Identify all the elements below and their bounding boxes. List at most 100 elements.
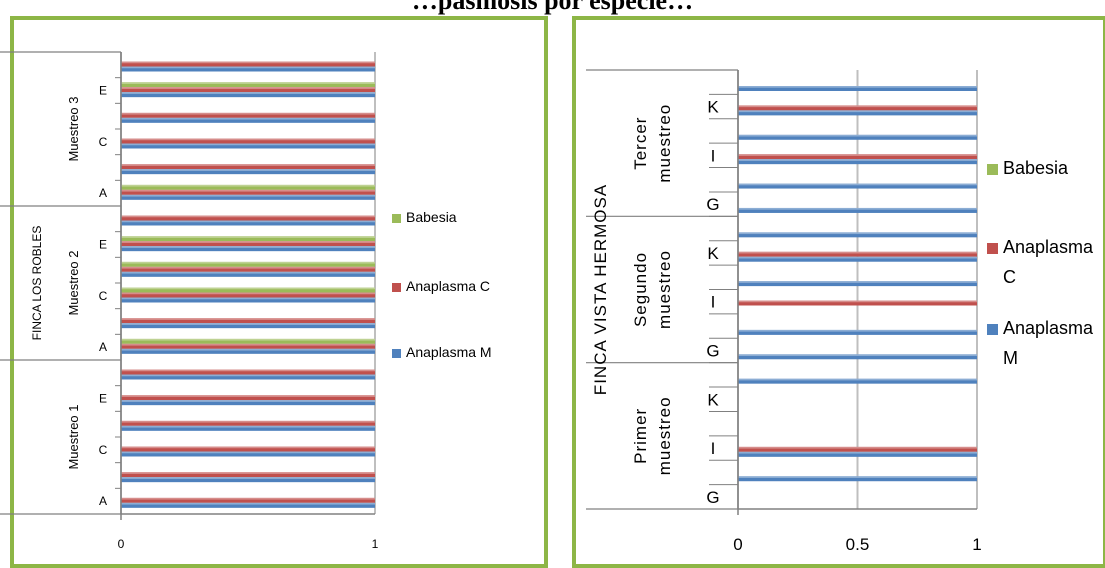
category-label: A bbox=[99, 186, 107, 200]
legend-swatch-anaplasma-c bbox=[987, 243, 998, 254]
x-tick-label: 0 bbox=[118, 537, 125, 551]
category-label: E bbox=[99, 392, 107, 406]
chart-panel-los-robles: A C E A C E A C E Muestreo 1 Muestreo 2 Muestreo 3 F… bbox=[0, 16, 548, 568]
category-label: C bbox=[99, 135, 108, 149]
bar-anaplasma-m bbox=[121, 194, 375, 200]
bar-highlight bbox=[738, 476, 977, 478]
legend-label: Anaplasma bbox=[1003, 237, 1094, 257]
bar-highlight bbox=[121, 446, 375, 449]
category-label: G bbox=[706, 488, 719, 507]
bar-anaplasma-m bbox=[738, 329, 977, 335]
bar-highlight bbox=[738, 154, 977, 156]
category-label: I bbox=[711, 293, 716, 312]
bar-anaplasma-c bbox=[121, 292, 375, 298]
bar-highlight bbox=[121, 400, 375, 402]
y-axis-title: FINCA LOS ROBLES bbox=[30, 226, 44, 341]
bar-anaplasma-m bbox=[121, 246, 375, 252]
bar-highlight bbox=[121, 236, 375, 238]
bar-highlight bbox=[121, 497, 375, 500]
bar-highlight bbox=[738, 300, 977, 303]
bar-anaplasma-m bbox=[121, 451, 375, 457]
bar-anaplasma-c bbox=[121, 369, 375, 375]
chart-los-robles: A C E A C E A C E Muestreo 1 Muestreo 2 Muestreo 3 F… bbox=[0, 51, 492, 551]
bar-highlight bbox=[738, 110, 977, 113]
bar-anaplasma-c bbox=[121, 497, 375, 503]
bar-highlight bbox=[121, 451, 375, 454]
legend-label: Anaplasma bbox=[1003, 318, 1094, 338]
bar-babesia bbox=[121, 82, 375, 88]
bar-highlight bbox=[738, 232, 977, 235]
legend-label: Anaplasma C bbox=[406, 278, 490, 294]
bar-babesia bbox=[121, 261, 375, 267]
bar-highlight bbox=[121, 87, 375, 89]
bar-anaplasma-c bbox=[738, 251, 977, 257]
category-label: G bbox=[706, 341, 719, 360]
bar-anaplasma-m bbox=[738, 256, 977, 262]
bar-anaplasma-c bbox=[121, 138, 375, 144]
bar-highlight bbox=[738, 86, 977, 88]
category-label: C bbox=[99, 289, 108, 303]
page-title: …pasmosis por especie… bbox=[411, 0, 694, 15]
bar-anaplasma-m bbox=[738, 86, 977, 91]
bar-babesia bbox=[121, 287, 375, 293]
x-tick-label: 0 bbox=[733, 535, 742, 554]
bar-highlight bbox=[121, 425, 375, 428]
bar-highlight bbox=[121, 61, 375, 64]
bar-anaplasma-m bbox=[121, 425, 375, 431]
bar-anaplasma-m bbox=[738, 281, 977, 287]
legend-label: M bbox=[1003, 348, 1018, 368]
bar-highlight bbox=[121, 374, 375, 377]
bar-highlight bbox=[738, 183, 977, 186]
bar-highlight bbox=[738, 159, 977, 161]
bar-highlight bbox=[121, 82, 375, 84]
legend-swatch-anaplasma-c bbox=[392, 283, 401, 292]
bar-babesia bbox=[121, 338, 375, 344]
bar-highlight bbox=[121, 143, 375, 146]
legend-label: Anaplasma M bbox=[406, 344, 492, 360]
group-label: muestreo bbox=[655, 396, 674, 475]
bar-anaplasma-c bbox=[738, 105, 977, 111]
bar-highlight bbox=[738, 105, 977, 108]
legend-swatch-anaplasma-m bbox=[987, 324, 998, 335]
bar-anaplasma-m bbox=[738, 159, 977, 165]
group-label: muestreo bbox=[655, 104, 674, 183]
bar-anaplasma-m bbox=[738, 378, 977, 384]
bar-highlight bbox=[121, 297, 375, 300]
bar-highlight bbox=[121, 271, 375, 274]
bar-babesia bbox=[121, 236, 375, 242]
group-label: Muestreo 2 bbox=[66, 250, 81, 315]
chart-panel-vista-hermosa: G I K G I K G I K Primer muestreo Segundo muestreo Te… bbox=[572, 16, 1105, 568]
bar-anaplasma-m bbox=[121, 271, 375, 277]
bar-anaplasma-m bbox=[738, 110, 977, 116]
bar-anaplasma-m bbox=[738, 451, 977, 457]
bar-highlight bbox=[121, 184, 375, 187]
category-label: K bbox=[707, 390, 719, 409]
x-tick-label: 1 bbox=[972, 535, 981, 554]
legend-swatch-anaplasma-m bbox=[392, 349, 401, 358]
bar-highlight bbox=[121, 420, 375, 423]
bar-highlight bbox=[121, 395, 375, 397]
group-label: Tercer bbox=[631, 117, 650, 170]
bar-highlight bbox=[121, 66, 375, 69]
bar-highlight bbox=[738, 256, 977, 259]
bar-anaplasma-c bbox=[121, 164, 375, 170]
category-label: K bbox=[707, 98, 719, 117]
legend-label: Babesia bbox=[406, 209, 457, 225]
bar-anaplasma-c bbox=[121, 420, 375, 426]
bar-highlight bbox=[738, 251, 977, 254]
category-label: G bbox=[706, 195, 719, 214]
bar-anaplasma-c bbox=[738, 300, 977, 306]
bar-highlight bbox=[121, 164, 375, 166]
bar-highlight bbox=[121, 266, 375, 269]
bar-anaplasma-m bbox=[121, 297, 375, 303]
legend-swatch-babesia bbox=[392, 214, 401, 223]
legend-label: Babesia bbox=[1003, 158, 1069, 178]
bar-highlight bbox=[121, 343, 375, 346]
bar-anaplasma-c bbox=[121, 395, 375, 401]
bar-anaplasma-c bbox=[121, 87, 375, 93]
bar-highlight bbox=[121, 194, 375, 197]
bar-anaplasma-c bbox=[121, 472, 375, 478]
x-tick-label: 1 bbox=[372, 537, 379, 551]
bar-anaplasma-m bbox=[738, 134, 977, 140]
bar-anaplasma-m bbox=[121, 400, 375, 406]
